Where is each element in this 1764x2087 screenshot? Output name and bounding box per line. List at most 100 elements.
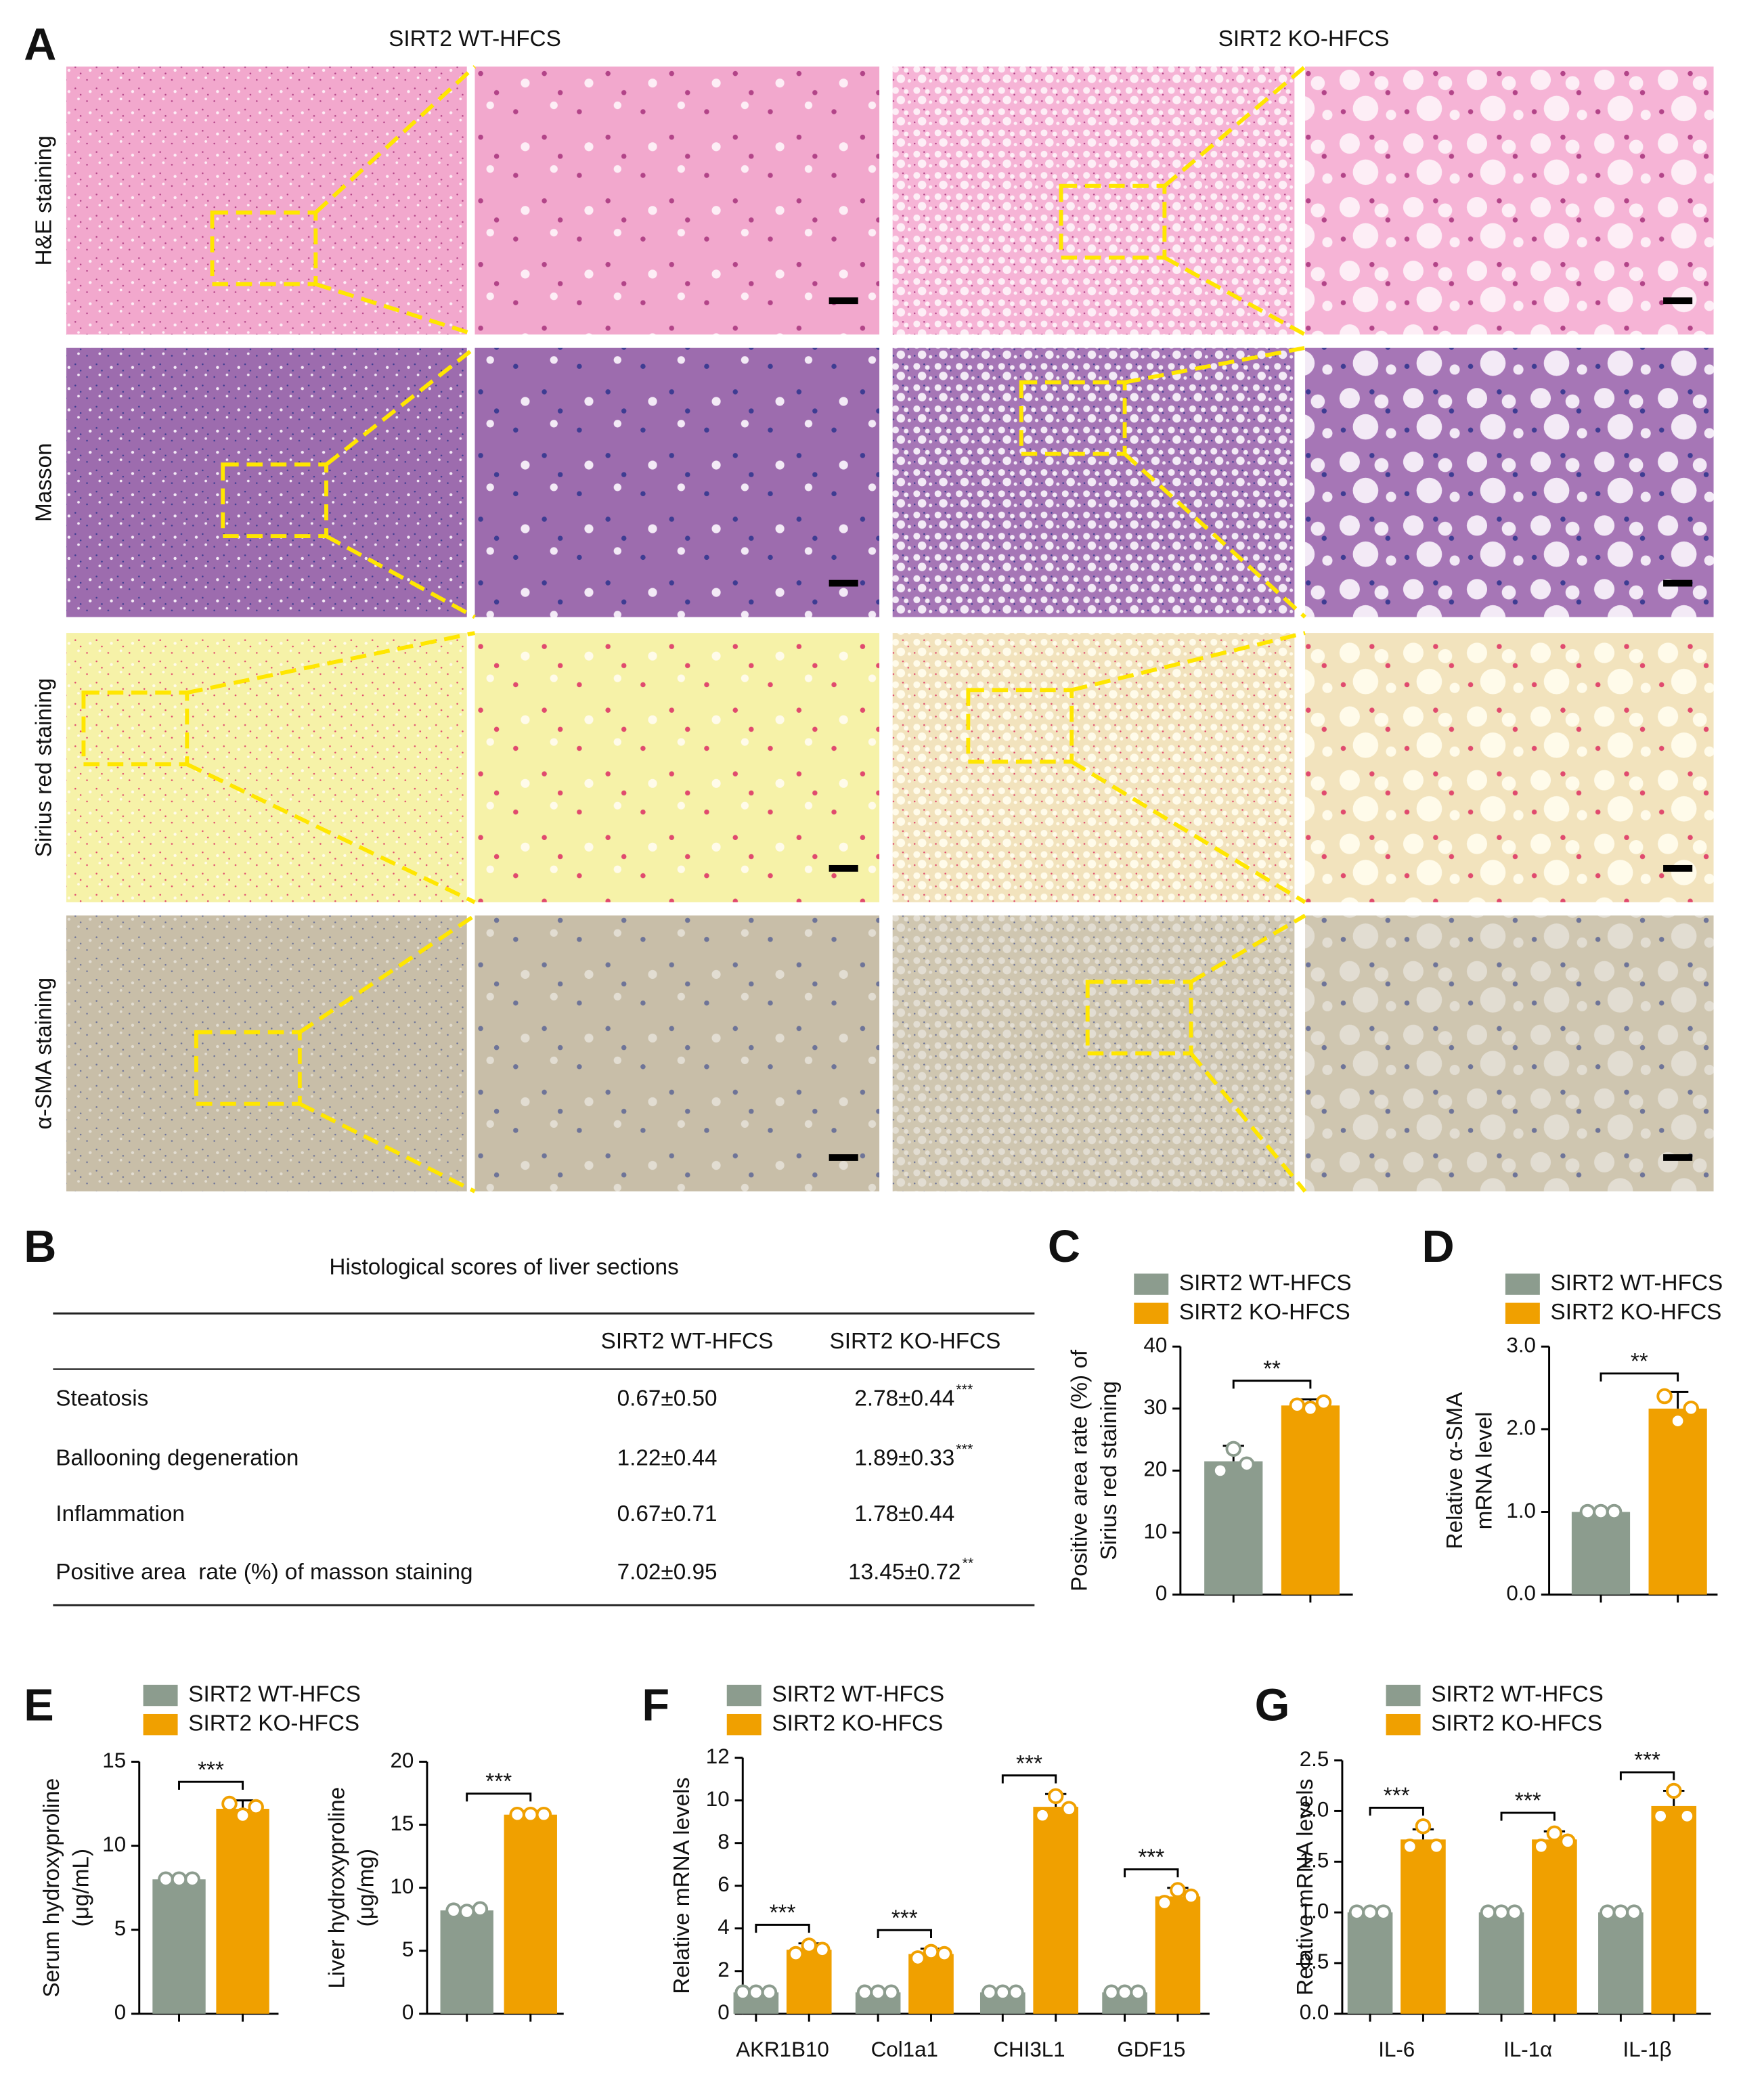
data-point	[445, 1902, 462, 1918]
y-tick-label: 5	[402, 1937, 414, 1961]
legend-swatch	[726, 1684, 762, 1707]
legend-swatch	[1505, 1302, 1540, 1324]
data-point	[1183, 1888, 1199, 1905]
sig-bracket	[877, 1929, 932, 1939]
data-point	[748, 1984, 764, 2001]
data-point	[910, 1950, 926, 1967]
legend-swatch	[1386, 1713, 1421, 1736]
y-tick-label: 0	[1155, 1581, 1167, 1605]
data-point	[1348, 1904, 1365, 1920]
y-tick-label: 3.0	[1506, 1334, 1536, 1357]
data-point	[1116, 1984, 1133, 2001]
y-axis-label: (μg/mL)	[68, 1849, 93, 1927]
zoom-box	[194, 1030, 302, 1106]
y-tick-label: 0	[402, 2000, 414, 2024]
data-point	[248, 1799, 264, 1816]
data-point	[1679, 1808, 1696, 1824]
bar	[504, 1814, 557, 2014]
data-point	[1666, 1782, 1682, 1799]
legend-swatch	[143, 1684, 178, 1707]
data-point	[994, 1984, 1011, 2001]
significance: ***	[891, 1906, 918, 1931]
sig-bracket	[1124, 1868, 1179, 1878]
zoom-line	[1163, 255, 1306, 336]
data-point	[1008, 1984, 1024, 2001]
micrograph	[892, 66, 1295, 335]
significance: ***	[1515, 1788, 1541, 1814]
y-axis-label: Liver hydroxyproline	[324, 1787, 349, 1989]
zoom-box	[1059, 183, 1167, 260]
y-tick-label: 1.0	[1300, 1899, 1329, 1923]
data-point	[1546, 1825, 1563, 1842]
y-axis-label: mRNA level	[1472, 1411, 1497, 1529]
y-tick-label: 2.5	[1300, 1747, 1329, 1771]
data-point	[761, 1984, 778, 2001]
y-tick-label: 30	[1143, 1395, 1167, 1419]
data-point	[458, 1904, 475, 1920]
significance: ***	[485, 1770, 512, 1795]
row-label: Sirius red staining	[31, 678, 56, 858]
scale-bar	[829, 1154, 858, 1161]
legend-label: SIRT2 KO-HFCS	[1179, 1300, 1350, 1325]
micrograph	[475, 66, 880, 335]
cell: 0.67±0.71	[617, 1501, 718, 1526]
x-tick-label: IL-6	[1378, 2038, 1415, 2061]
zoom-box	[81, 690, 190, 766]
bar	[1347, 1912, 1393, 2014]
micrograph	[892, 347, 1295, 617]
table-header: SIRT2 WT-HFCS	[601, 1329, 774, 1354]
significance: ***	[198, 1757, 224, 1782]
bar	[1155, 1896, 1201, 2014]
zoom-box	[210, 210, 318, 286]
micrograph	[1305, 633, 1714, 902]
y-tick-label: 0.5	[1300, 1950, 1329, 1973]
y-tick-label: 12	[706, 1744, 730, 1768]
micrograph	[1305, 915, 1714, 1191]
data-point	[1626, 1904, 1642, 1920]
legend-swatch	[1505, 1273, 1540, 1295]
row-label: Steatosis	[56, 1386, 148, 1411]
significance: ***	[956, 1441, 973, 1457]
cell: 7.02±0.95	[617, 1560, 718, 1585]
data-point	[936, 1946, 952, 1962]
data-point	[1656, 1388, 1673, 1405]
data-point	[221, 1795, 238, 1812]
table-title: Histological scores of liver sections	[329, 1254, 678, 1279]
bar	[1648, 1408, 1707, 1595]
micrograph	[475, 633, 880, 902]
sig-bracket	[1600, 1372, 1679, 1382]
bar	[1033, 1807, 1078, 2014]
significance: **	[1263, 1357, 1281, 1382]
y-tick-label: 8	[718, 1830, 729, 1853]
y-tick-label: 0	[114, 2000, 126, 2024]
x-tick-label: CHI3L1	[993, 2038, 1065, 2061]
y-tick-label: 10	[390, 1874, 414, 1898]
zoom-line	[1070, 760, 1306, 904]
y-tick-label: 40	[1143, 1334, 1167, 1357]
cell: 13.45±0.72	[848, 1560, 961, 1585]
data-point	[856, 1984, 873, 2001]
legend-label: SIRT2 KO-HFCS	[772, 1711, 943, 1736]
y-tick-label: 1.0	[1506, 1499, 1536, 1522]
data-point	[1289, 1397, 1306, 1414]
data-point	[1061, 1801, 1078, 1818]
row-label: Masson	[31, 443, 56, 522]
data-point	[158, 1871, 174, 1888]
panel-label: C	[1048, 1222, 1080, 1272]
sig-bracket	[1619, 1771, 1675, 1780]
data-point	[870, 1984, 886, 2001]
x-tick-label: IL-1α	[1503, 2038, 1552, 2061]
bar	[1598, 1912, 1644, 2014]
y-axis-label: Relative mRNA levels	[669, 1778, 694, 1994]
y-tick-label: 15	[390, 1811, 414, 1835]
legend-label: SIRT2 KO-HFCS	[188, 1711, 359, 1736]
micrograph	[66, 347, 467, 617]
data-point	[1302, 1401, 1319, 1417]
data-point	[234, 1807, 251, 1824]
x-tick-label: GDF15	[1117, 2038, 1185, 2061]
micrograph	[66, 66, 467, 335]
zoom-line	[325, 534, 476, 619]
y-tick-label: 15	[102, 1749, 126, 1772]
data-point	[1402, 1839, 1418, 1855]
row-label: Ballooning degeneration	[56, 1446, 299, 1471]
